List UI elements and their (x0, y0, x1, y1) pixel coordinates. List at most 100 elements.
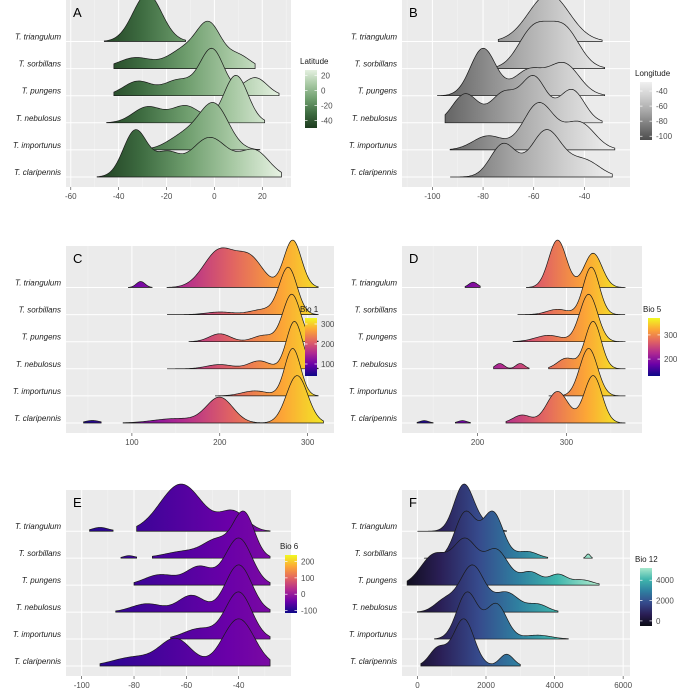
x-tick-label: 4000 (546, 681, 564, 690)
category-label: T. pungens (22, 87, 61, 96)
legend-colorbar (285, 555, 297, 613)
ridge-t-sorbillans (167, 266, 319, 315)
category-label: T. claripennis (350, 168, 397, 177)
ridge-t-claripennis (96, 129, 282, 178)
legend-tick-label: 0 (656, 617, 661, 626)
category-label: T. nebulosus (16, 603, 61, 612)
ridge-t-claripennis (99, 618, 271, 667)
legend-tick-label: 100 (301, 574, 315, 583)
ridge-t-nebulosus (106, 75, 266, 124)
category-label: T. nebulosus (352, 360, 397, 369)
x-tick-label: 300 (301, 438, 315, 447)
legend-title: Longitude (635, 69, 671, 78)
category-label: T. pungens (358, 87, 397, 96)
ridge-t-nebulosus (493, 363, 530, 370)
ridge-t-triangulum (497, 0, 603, 42)
category-label: T. sorbillans (355, 60, 397, 69)
legend-tick-label: 300 (664, 331, 678, 340)
category-label: T. pungens (22, 333, 61, 342)
ridge-t-importunus (135, 102, 261, 151)
panel-label: A (73, 5, 82, 20)
legend-tick-label: -60 (656, 102, 668, 111)
category-label: T. sorbillans (355, 549, 397, 558)
x-tick-label: -20 (161, 192, 173, 201)
x-tick-label: -80 (128, 681, 140, 690)
category-label: T. importunus (13, 141, 61, 150)
legend-title: Bio 12 (635, 555, 658, 564)
x-tick-label: -60 (528, 192, 540, 201)
ridge-t-pungens (188, 293, 319, 343)
category-label: T. claripennis (350, 657, 397, 666)
category-label: T. nebulosus (352, 603, 397, 612)
ridge-t-claripennis (416, 420, 434, 424)
panel-a: T. triangulum T. sorbillans T. pungens T. n… (13, 0, 333, 201)
legend-title: Bio 1 (300, 305, 319, 314)
panel-f: T. triangulum T. sorbillans T. pungens T. n… (349, 483, 674, 690)
x-tick-label: 0 (212, 192, 217, 201)
legend-title: Latitude (300, 57, 329, 66)
x-tick-label: 200 (213, 438, 227, 447)
ridge-t-sorbillans (517, 266, 626, 315)
x-tick-label: 6000 (614, 681, 632, 690)
x-tick-label: -40 (113, 192, 125, 201)
legend-tick-label: -100 (301, 607, 318, 616)
category-label: T. pungens (358, 576, 397, 585)
legend-colorbar (305, 318, 317, 376)
category-label: T. sorbillans (19, 60, 61, 69)
ridge-t-claripennis (83, 420, 102, 424)
panel-label: D (409, 251, 418, 266)
category-label: T. nebulosus (16, 114, 61, 123)
panel-c: T. triangulum T. sorbillans T. pungens T. n… (13, 239, 335, 447)
ridge-t-claripennis (122, 375, 324, 424)
category-label: T. nebulosus (352, 114, 397, 123)
ridge-t-triangulum (103, 0, 187, 42)
ridge-t-nebulosus (548, 321, 626, 370)
x-tick-label: 100 (125, 438, 139, 447)
category-label: T. triangulum (15, 522, 61, 531)
panel-e: T. triangulum T. sorbillans T. pungens T. n… (13, 483, 318, 690)
x-tick-label: -40 (579, 192, 591, 201)
category-label: T. claripennis (14, 657, 61, 666)
x-tick-label: -80 (477, 192, 489, 201)
ridge-t-claripennis (454, 420, 471, 424)
ridge-t-claripennis (420, 618, 521, 667)
legend-tick-label: 0 (301, 590, 306, 599)
ridge-t-triangulum (128, 281, 153, 288)
legend-colorbar (305, 70, 317, 128)
ridge-t-nebulosus (417, 564, 559, 613)
category-label: T. claripennis (14, 168, 61, 177)
legend-tick-label: 200 (301, 558, 315, 567)
ridge-t-pungens (406, 537, 600, 586)
category-label: T. importunus (13, 387, 61, 396)
legend-tick-label: -40 (656, 87, 668, 96)
legend-tick-label: -40 (321, 116, 333, 125)
category-label: T. sorbillans (19, 549, 61, 558)
panel-label: F (409, 495, 417, 510)
panel-label: C (73, 251, 82, 266)
ridge-t-triangulum (526, 239, 626, 288)
category-label: T. triangulum (351, 32, 397, 41)
ridge-t-triangulum (89, 527, 114, 532)
x-tick-label: 200 (471, 438, 485, 447)
category-label: T. triangulum (351, 522, 397, 531)
x-tick-label: 20 (258, 192, 267, 201)
legend-tick-label: 300 (321, 320, 335, 329)
ridge-t-pungens (437, 47, 606, 97)
legend-tick-label: 4000 (656, 576, 674, 585)
legend-tick-label: 100 (321, 360, 335, 369)
legend-tick-label: 20 (321, 71, 330, 80)
category-label: T. nebulosus (16, 360, 61, 369)
ridge-t-sorbillans (113, 20, 256, 69)
panel-b: T. triangulum T. sorbillans T. pungens T. n… (349, 0, 673, 201)
panel-label: B (409, 5, 418, 20)
category-label: T. triangulum (15, 32, 61, 41)
legend-title: Bio 5 (643, 305, 662, 314)
ridge-t-sorbillans (120, 555, 137, 559)
legend-title: Bio 6 (280, 542, 299, 551)
category-label: T. importunus (349, 630, 397, 639)
ridge-t-claripennis (505, 375, 626, 424)
legend-colorbar (648, 318, 660, 376)
category-label: T. sorbillans (19, 306, 61, 315)
category-label: T. pungens (358, 333, 397, 342)
